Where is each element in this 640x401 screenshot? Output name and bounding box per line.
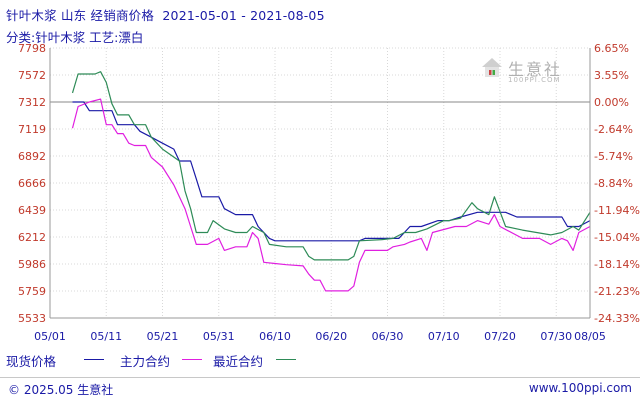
grid-lines [49,47,591,319]
series-line-main [71,98,591,292]
x-tick-label: 08/05 [574,330,606,343]
chart-subtitle: 分类:针叶木浆 工艺:漂白 [6,30,144,45]
y-left-tick-label: 5533 [18,312,46,325]
y-left-tick-label: 5986 [18,258,46,271]
y-right-tick-label: 6.65% [594,42,629,55]
series-layer [71,71,591,292]
x-tick-label: 06/30 [372,330,404,343]
legend-item-main: 主力合约 [120,351,170,370]
x-tick-label: 07/10 [428,330,460,343]
watermark-url: 100PPI.COM [508,76,561,84]
y-left-tick-label: 6666 [18,177,46,190]
website-link[interactable]: www.100ppi.com [528,381,632,395]
legend-line-recent [276,359,296,360]
series-line-recent [71,71,591,261]
legend-label-recent: 最近合约 [213,354,264,369]
x-tick-label: 05/21 [147,330,179,343]
x-tick-label: 05/31 [203,330,235,343]
y-left-tick-label: 6212 [18,231,46,244]
y-right-tick-label: 0.00% [594,96,629,109]
y-right-tick-label: -11.94% [594,204,640,217]
y-right-tick-label: -18.14% [594,258,640,271]
y-right-tick-label: 3.55% [594,69,629,82]
footer: © 2025.05 生意社 www.100ppi.com [0,377,640,401]
y-left-tick-label: 6439 [18,204,46,217]
watermark-name: 生意社 [508,60,563,79]
y-left-tick-label: 7119 [18,123,46,136]
y-left-tick-label: 7572 [18,69,46,82]
copyright-text: © 2025.05 生意社 [8,383,114,397]
legend-item-recent: 最近合约 [213,351,263,370]
x-tick-label: 06/10 [259,330,291,343]
y-right-tick-label: -15.04% [594,231,640,244]
axes: 7798 6.65% 7572 3.55% 7312 0.00% 7119 -2.64% 689… [18,42,640,343]
x-tick-label: 05/01 [34,330,66,343]
x-tick-label: 05/11 [90,330,122,343]
y-right-tick-label: -5.74% [594,150,633,163]
y-right-tick-label: -8.84% [594,177,633,190]
chart-title: 针叶木浆 山东 经销商价格 2021-05-01 - 2021-08-05 [6,8,325,23]
y-left-tick-label: 7798 [18,42,46,55]
y-right-tick-label: -24.33% [594,312,640,325]
legend-item-spot: 现货价格 [6,351,56,370]
legend-line-main [182,359,202,360]
legend-label-main: 主力合约 [120,354,171,369]
y-right-tick-label: -2.64% [594,123,633,136]
x-tick-label: 07/30 [540,330,572,343]
watermark-logo-icon [480,55,504,83]
y-left-tick-label: 5759 [18,285,46,298]
y-left-tick-label: 6892 [18,150,46,163]
x-tick-label: 06/20 [315,330,347,343]
x-tick-label: 07/20 [484,330,516,343]
legend-line-spot [84,359,104,360]
y-left-tick-label: 7312 [18,96,46,109]
legend-label-spot: 现货价格 [6,354,57,369]
y-right-tick-label: -21.23% [594,285,640,298]
